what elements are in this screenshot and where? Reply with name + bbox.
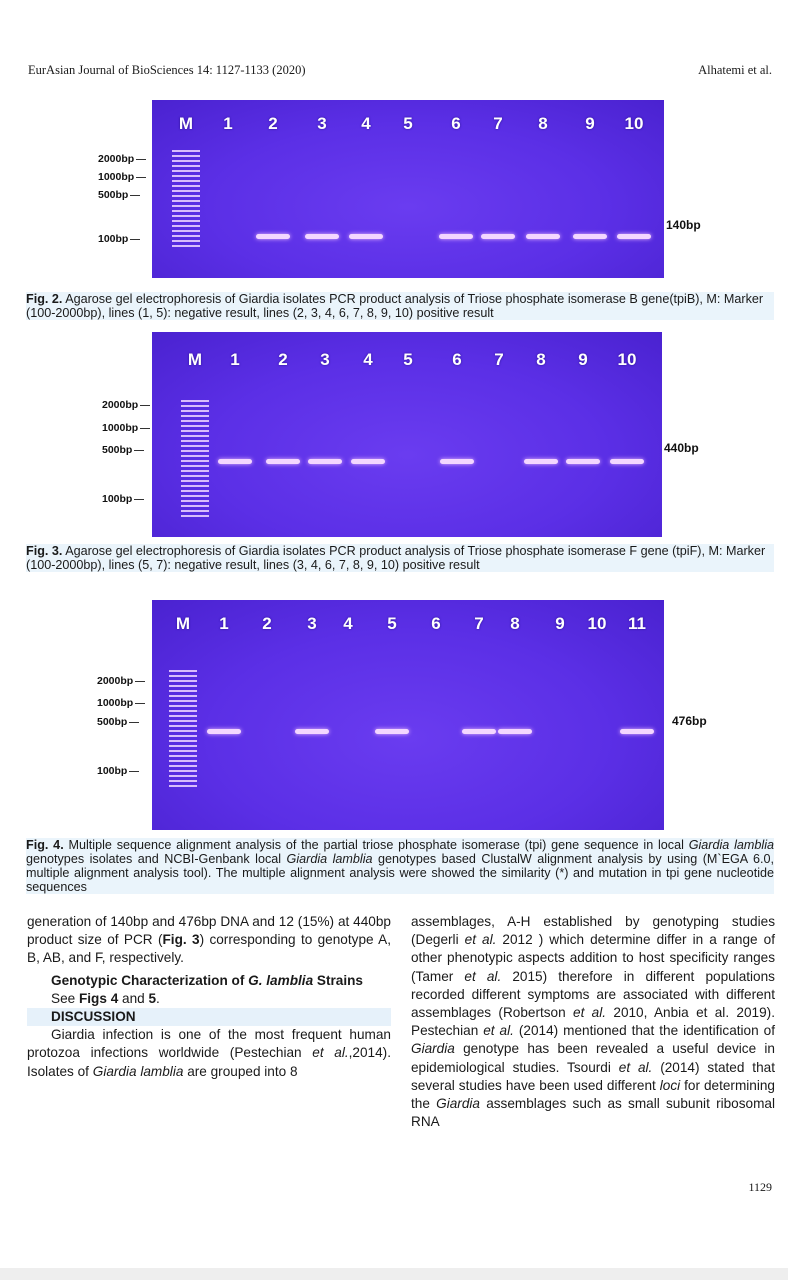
lane-label: 1 xyxy=(219,614,229,633)
pcr-band xyxy=(566,459,600,464)
marker-size-label: 1000bp xyxy=(102,422,150,434)
bottom-bar xyxy=(0,1268,788,1280)
pcr-band xyxy=(295,729,329,734)
lane-label: 1 xyxy=(223,114,233,133)
lane-label: 4 xyxy=(363,350,373,369)
lane-label: 10 xyxy=(624,114,644,133)
lane-label: 9 xyxy=(578,350,588,369)
pcr-band xyxy=(218,459,252,464)
marker-size-label: 1000bp xyxy=(98,171,146,183)
paragraph: See Figs 4 and 5. xyxy=(51,990,160,1006)
gel-image-fig4: M 1 2 3 4 5 6 7 8 9 10 11 xyxy=(152,600,664,830)
right-column: assemblages, A-H established by genotypi… xyxy=(411,913,775,1131)
fig3-caption: Fig. 3. Agarose gel electrophoresis of G… xyxy=(26,544,774,572)
lane-label: 3 xyxy=(320,350,330,369)
pcr-band xyxy=(349,234,383,239)
marker-ladder xyxy=(172,150,200,248)
pcr-band xyxy=(305,234,339,239)
lane-label: 2 xyxy=(268,114,278,133)
lane-label: 8 xyxy=(510,614,520,633)
marker-size-label: 100bp xyxy=(98,233,140,245)
marker-size-label: 100bp xyxy=(102,493,144,505)
lane-label: 6 xyxy=(431,614,441,633)
product-size-label: 140bp xyxy=(666,218,701,232)
marker-size-label: 1000bp xyxy=(97,697,145,709)
pcr-band xyxy=(462,729,496,734)
fig4-caption: Fig. 4. Multiple sequence alignment anal… xyxy=(26,838,774,894)
lane-label: 4 xyxy=(343,614,353,633)
lane-label: 9 xyxy=(585,114,595,133)
marker-ladder xyxy=(169,670,197,790)
lane-label: 5 xyxy=(403,350,413,369)
paragraph: assemblages, A-H established by genotypi… xyxy=(411,914,775,1130)
lane-label: 3 xyxy=(317,114,327,133)
lane-label: 8 xyxy=(538,114,548,133)
pcr-band xyxy=(256,234,290,239)
lane-label: 10 xyxy=(587,614,607,633)
lane-label: 7 xyxy=(494,350,504,369)
marker-size-label: 2000bp xyxy=(102,399,150,411)
lane-label: 2 xyxy=(278,350,288,369)
pcr-band xyxy=(610,459,644,464)
lane-label: 3 xyxy=(307,614,317,633)
lane-label: 11 xyxy=(628,614,646,633)
marker-size-label: 2000bp xyxy=(97,675,145,687)
lane-label: 8 xyxy=(536,350,546,369)
lane-label: 9 xyxy=(555,614,565,633)
gel-image-fig3: M 1 2 3 4 5 6 7 8 9 10 xyxy=(152,332,662,537)
left-column: generation of 140bp and 476bp DNA and 12… xyxy=(27,913,391,1081)
pcr-band xyxy=(620,729,654,734)
lane-label: 1 xyxy=(230,350,240,369)
marker-ladder xyxy=(181,400,209,520)
lane-label: 7 xyxy=(474,614,484,633)
lane-label: 5 xyxy=(387,614,397,633)
section-heading: Genotypic Characterization of G. lamblia… xyxy=(51,972,363,988)
fig2-caption: Fig. 2. Agarose gel electrophoresis of G… xyxy=(26,292,774,320)
pcr-band xyxy=(266,459,300,464)
lane-label: 7 xyxy=(493,114,503,133)
pcr-band xyxy=(440,459,474,464)
pcr-band xyxy=(617,234,651,239)
marker-size-label: 500bp xyxy=(97,716,139,728)
discussion-heading: DISCUSSION xyxy=(27,1008,391,1027)
marker-size-label: 500bp xyxy=(102,444,144,456)
lane-label: M xyxy=(175,614,191,633)
marker-size-label: 500bp xyxy=(98,189,140,201)
gel-image-fig2: M 1 2 3 4 5 6 7 8 9 10 xyxy=(152,100,664,278)
lane-label: 6 xyxy=(452,350,462,369)
lane-label: 10 xyxy=(617,350,637,369)
product-size-label: 440bp xyxy=(664,441,699,455)
pcr-band xyxy=(375,729,409,734)
lane-label: 5 xyxy=(403,114,413,133)
marker-size-label: 100bp xyxy=(97,765,139,777)
pcr-band xyxy=(351,459,385,464)
author-header: Alhatemi et al. xyxy=(698,63,772,77)
marker-size-label: 2000bp xyxy=(98,153,146,165)
product-size-label: 476bp xyxy=(672,714,707,728)
lane-label: 4 xyxy=(361,114,371,133)
pcr-band xyxy=(481,234,515,239)
pcr-band xyxy=(439,234,473,239)
pcr-band xyxy=(207,729,241,734)
pcr-band xyxy=(498,729,532,734)
lane-label: M xyxy=(187,350,203,369)
pcr-band xyxy=(524,459,558,464)
lane-label: 6 xyxy=(451,114,461,133)
lane-label: M xyxy=(178,114,194,133)
pcr-band xyxy=(308,459,342,464)
paragraph: Giardia infection is one of the most fre… xyxy=(27,1027,391,1079)
pcr-band xyxy=(573,234,607,239)
lane-label: 2 xyxy=(262,614,272,633)
pcr-band xyxy=(526,234,560,239)
journal-header: EurAsian Journal of BioSciences 14: 1127… xyxy=(28,63,306,77)
paragraph: generation of 140bp and 476bp DNA and 12… xyxy=(27,914,392,966)
page-number: 1129 xyxy=(748,1180,772,1194)
